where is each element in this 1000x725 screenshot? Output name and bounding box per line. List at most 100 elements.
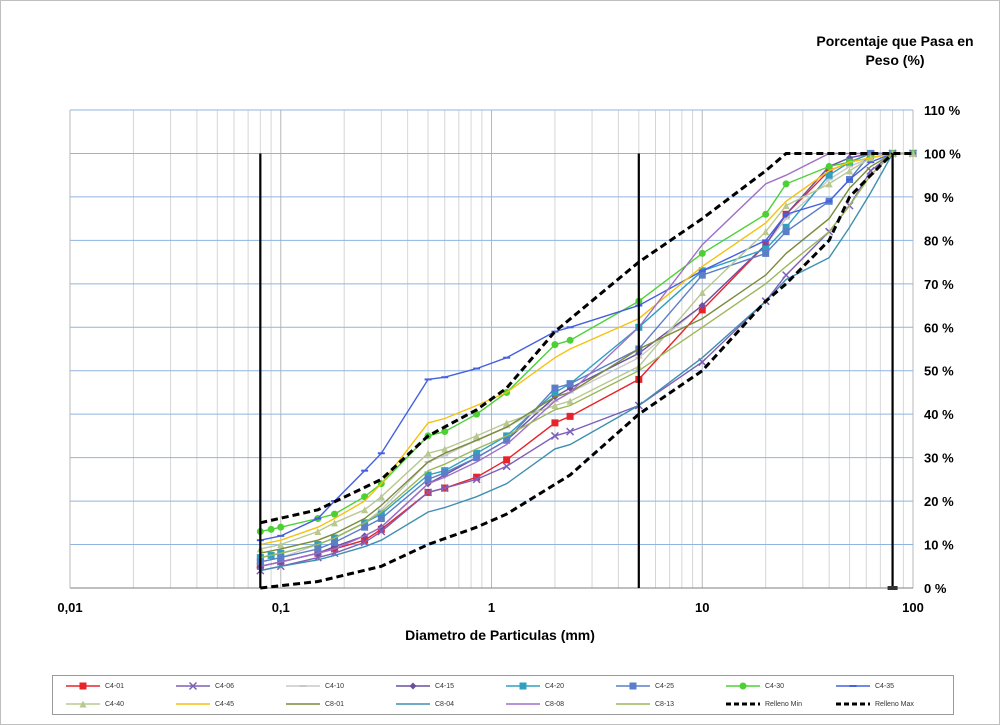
data-point-c4-20 [825, 171, 833, 179]
legend-item-c8-04: C8-04 [395, 695, 454, 713]
data-point-c4-25 [314, 545, 322, 553]
data-point-c4-40 [566, 397, 574, 405]
data-point-c4-25 [277, 554, 285, 562]
legend-swatch [616, 703, 650, 705]
legend-swatch [176, 681, 210, 691]
legend-item-c4-45: C4-45 [175, 695, 234, 713]
legend-item-c4-10: C4-10 [285, 677, 344, 695]
data-point-c4-40 [377, 493, 385, 501]
data-point-c4-01 [566, 412, 574, 420]
legend-item-c8-08: C8-08 [505, 695, 564, 713]
legend-item-c8-01: C8-01 [285, 695, 344, 713]
legend-swatch [726, 702, 760, 706]
data-point-c4-25 [762, 249, 770, 257]
legend-swatch [726, 682, 760, 690]
y-tick-label: 80 % [924, 233, 954, 248]
y-axis-title: Porcentaje que Pasa en Peso (%) [790, 32, 1000, 70]
series-line-relleno-max [259, 152, 913, 525]
series-relleno-max [259, 152, 913, 525]
data-point-c4-30 [473, 410, 481, 418]
data-point-c4-20 [377, 510, 385, 518]
legend-item-c4-06: C4-06 [175, 677, 234, 695]
legend-swatch [286, 685, 320, 687]
legend-item-c4-20: C4-20 [505, 677, 564, 695]
data-point-c4-40 [361, 506, 369, 514]
legend-label: C4-25 [655, 682, 675, 690]
legend-label: C4-01 [105, 682, 125, 690]
data-point-c4-30 [698, 249, 706, 257]
x-tick-label: 0,1 [272, 600, 290, 615]
data-point-c4-25 [782, 228, 790, 236]
legend-swatch [506, 703, 540, 705]
x-tick-label: 0,01 [57, 600, 82, 615]
y-tick-label: 40 % [924, 407, 954, 422]
data-point-c4-25 [503, 436, 511, 444]
limit-line-end-marker [887, 586, 898, 590]
data-point-c4-15 [698, 302, 706, 310]
series-c8-01 [260, 152, 913, 554]
data-point-c4-30 [782, 180, 790, 188]
legend-item-c4-25: C4-25 [615, 677, 674, 695]
y-tick-label: 0 % [924, 581, 947, 596]
legend-swatch [396, 703, 430, 705]
data-point-c4-30 [441, 428, 449, 436]
legend-swatch [836, 685, 870, 687]
y-tick-label: 90 % [924, 190, 954, 205]
legend-label: C4-35 [875, 682, 895, 690]
legend-label: C4-15 [435, 682, 455, 690]
legend-item-c4-40: C4-40 [65, 695, 124, 713]
x-tick-label: 100 [902, 600, 924, 615]
legend-swatch [616, 682, 650, 690]
legend-item-c4-35: C4-35 [835, 677, 894, 695]
data-point-c4-40 [441, 445, 449, 453]
legend-label: C4-06 [215, 682, 235, 690]
legend-item-c4-30: C4-30 [725, 677, 784, 695]
legend-label: C4-45 [215, 700, 235, 708]
legend-marker [79, 700, 87, 708]
legend-swatch [506, 682, 540, 690]
series-c4-45 [260, 152, 913, 546]
legend-item-relleno-min: Relleno Min [725, 695, 802, 713]
data-point-c4-20 [762, 245, 770, 253]
series-line-c8-13 [260, 152, 913, 559]
legend-marker [519, 682, 527, 690]
data-point-c4-06 [440, 484, 449, 493]
data-point-c4-25 [377, 514, 385, 522]
series-c8-13 [260, 152, 913, 559]
data-point-c4-30 [551, 341, 559, 349]
data-point-c4-20 [473, 449, 481, 457]
data-point-c4-25 [441, 469, 449, 477]
series-c4-40 [256, 149, 917, 553]
legend-swatch [66, 700, 100, 708]
data-point-c4-40 [424, 449, 432, 457]
legend-swatch [836, 702, 870, 706]
legend-item-c4-01: C4-01 [65, 677, 124, 695]
data-point-c4-06 [424, 488, 433, 497]
legend-swatch [176, 703, 210, 705]
data-point-c4-40 [331, 519, 339, 527]
data-point-c4-30 [331, 510, 339, 518]
data-point-c4-40 [825, 180, 833, 188]
data-point-c4-06 [782, 271, 791, 280]
y-axis-title-line1: Porcentaje que Pasa en [816, 33, 974, 49]
legend-label: C8-04 [435, 700, 455, 708]
data-point-c4-40 [473, 432, 481, 440]
data-point-c4-01 [473, 473, 481, 481]
data-point-c4-25 [551, 384, 559, 392]
legend-item-c4-15: C4-15 [395, 677, 454, 695]
legend-marker [739, 682, 747, 690]
data-point-c4-20 [424, 471, 432, 479]
data-point-c4-01 [361, 536, 369, 544]
legend-label: Relleno Min [765, 700, 802, 708]
legend-marker [409, 682, 417, 690]
x-axis-title: Diametro de Particulas (mm) [405, 627, 595, 643]
data-point-c4-06 [360, 538, 369, 547]
data-point-c4-20 [551, 388, 559, 396]
legend-item-relleno-max: Relleno Max [835, 695, 914, 713]
series-line-relleno-min [260, 152, 894, 590]
data-point-c4-25 [424, 475, 432, 483]
data-point-c4-20 [782, 223, 790, 231]
data-point-c4-30 [277, 523, 285, 531]
data-point-c4-06 [566, 427, 575, 436]
